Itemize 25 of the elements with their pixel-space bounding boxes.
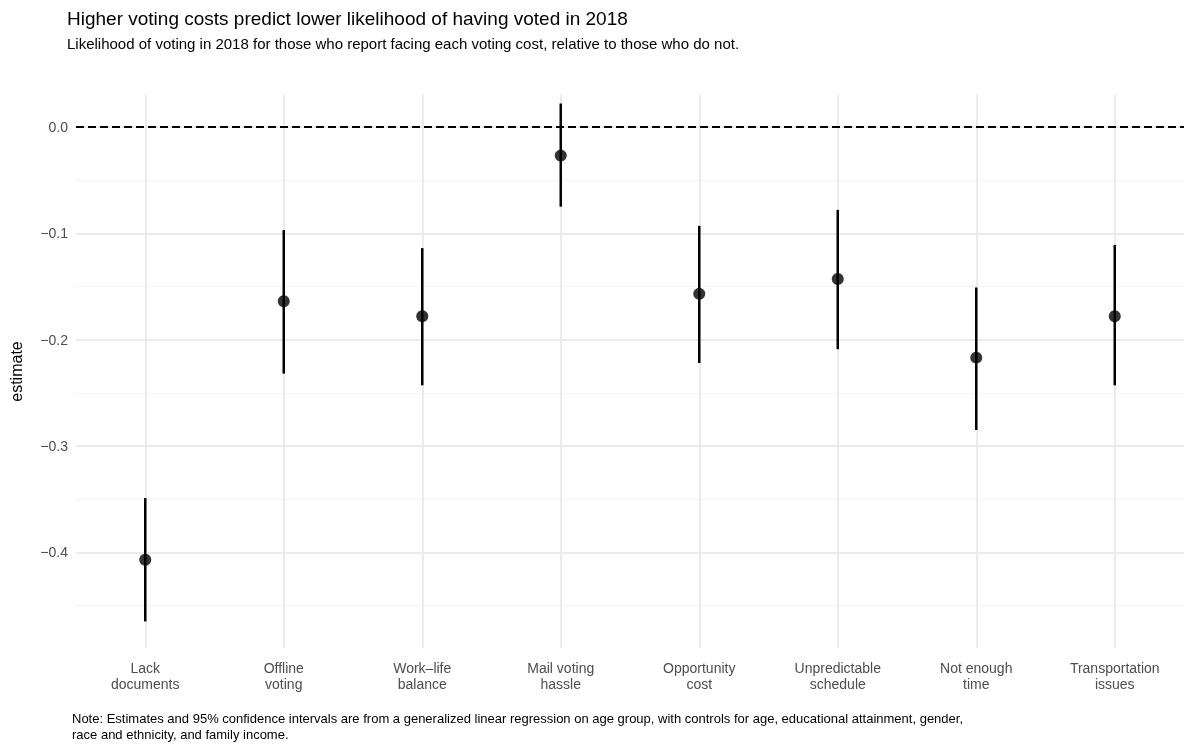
- point: [139, 553, 152, 566]
- x-tick-label: Opportunity cost: [663, 660, 736, 692]
- x-tick-label: Work–life balance: [393, 660, 452, 692]
- y-axis-title: estimate: [7, 341, 25, 402]
- x-tick-label: Transportation issues: [1069, 660, 1160, 692]
- point: [831, 272, 844, 285]
- x-tick-label: Offline voting: [263, 660, 305, 692]
- y-tick-label: −0.3: [40, 437, 69, 454]
- text: Note: Estimates and 95% confidence intervals are from a generalized linear regression on age group, with controls for age, educational attainment, gender, race and ethnicity, and family income.: [72, 710, 964, 742]
- point: [693, 287, 706, 300]
- point: [1108, 310, 1121, 323]
- chart-subtitle: Likelihood of voting in 2018 for those who report facing each voting cost, relative to those who do not.: [67, 35, 740, 52]
- x-tick-label: Unpredictable schedule: [794, 660, 882, 692]
- point: [970, 351, 983, 364]
- point: [416, 310, 429, 323]
- point: [277, 295, 290, 308]
- y-tick-label: −0.2: [40, 331, 69, 348]
- y-tick-label: −0.1: [40, 225, 69, 242]
- point: [554, 149, 567, 162]
- x-tick-label: Not enough time: [940, 660, 1013, 692]
- y-tick-label: −0.4: [40, 544, 69, 561]
- chart-title: Higher voting costs predict lower likelihood of having voted in 2018: [67, 8, 628, 29]
- x-tick-label: Lack documents: [111, 660, 180, 692]
- x-tick-label: Mail voting hassle: [527, 660, 595, 692]
- y-tick-label: 0.0: [48, 118, 69, 135]
